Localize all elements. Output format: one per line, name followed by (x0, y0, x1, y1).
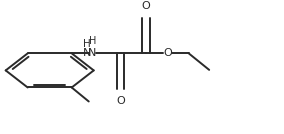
Text: O: O (163, 48, 172, 58)
Text: H: H (83, 39, 91, 49)
Text: O: O (116, 96, 125, 106)
Text: H: H (89, 36, 96, 46)
Text: N: N (83, 48, 91, 58)
Text: O: O (142, 1, 151, 11)
Text: N: N (88, 48, 96, 58)
